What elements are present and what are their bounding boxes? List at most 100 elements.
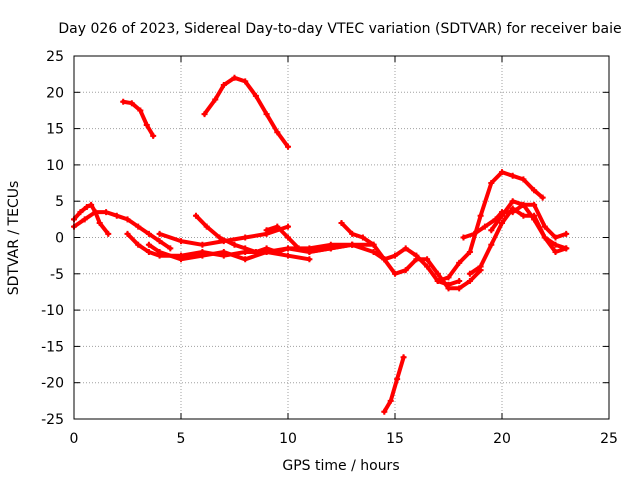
data-point bbox=[394, 376, 401, 383]
data-point bbox=[370, 241, 377, 248]
y-tick-label: 15 bbox=[46, 122, 64, 138]
data-point bbox=[445, 285, 452, 292]
data-point bbox=[445, 274, 452, 281]
data-point bbox=[199, 252, 206, 259]
data-point bbox=[477, 263, 484, 270]
data-point bbox=[92, 209, 99, 216]
data-point bbox=[150, 132, 157, 139]
data-point bbox=[242, 256, 249, 263]
series-line-arc-9 bbox=[264, 224, 462, 287]
series-line-arc-7 bbox=[202, 75, 290, 149]
data-point bbox=[488, 227, 495, 234]
data-point bbox=[263, 227, 270, 234]
data-point bbox=[295, 245, 302, 252]
data-point bbox=[552, 241, 559, 248]
data-point bbox=[285, 143, 291, 150]
x-tick-label: 10 bbox=[279, 431, 297, 447]
y-tick-label: -25 bbox=[41, 412, 64, 428]
data-point bbox=[274, 129, 281, 136]
data-point bbox=[413, 256, 420, 263]
data-point bbox=[274, 223, 281, 230]
data-point bbox=[563, 245, 570, 252]
series-line-arc-12 bbox=[435, 170, 545, 284]
data-point bbox=[263, 245, 270, 252]
x-tick-label: 20 bbox=[493, 431, 511, 447]
data-point bbox=[263, 111, 270, 118]
series-line-arc-1 bbox=[72, 202, 111, 236]
data-point bbox=[434, 270, 441, 277]
data-point bbox=[285, 252, 291, 259]
data-point bbox=[392, 270, 398, 277]
data-point bbox=[242, 234, 249, 241]
data-point bbox=[285, 234, 291, 241]
data-point bbox=[477, 212, 484, 219]
data-point bbox=[216, 234, 223, 241]
y-tick-label: -10 bbox=[41, 303, 64, 319]
data-point bbox=[466, 270, 473, 277]
data-point bbox=[520, 212, 527, 219]
data-point bbox=[531, 216, 538, 223]
data-point bbox=[456, 285, 463, 292]
x-tick-label: 15 bbox=[386, 431, 404, 447]
data-point bbox=[242, 78, 249, 85]
x-tick-label: 5 bbox=[177, 431, 186, 447]
data-point bbox=[481, 223, 488, 230]
data-point bbox=[88, 201, 95, 208]
data-point bbox=[77, 209, 84, 216]
series-line-arc-3 bbox=[121, 99, 156, 138]
data-point bbox=[400, 354, 407, 361]
data-point bbox=[306, 249, 313, 256]
data-point bbox=[212, 96, 219, 103]
data-point bbox=[124, 230, 131, 237]
y-tick-label: 0 bbox=[55, 231, 64, 247]
data-point bbox=[499, 212, 505, 219]
data-point bbox=[359, 234, 366, 241]
data-point bbox=[466, 249, 473, 256]
series-line-arc-11 bbox=[382, 355, 406, 414]
data-point bbox=[402, 267, 409, 274]
data-point bbox=[509, 198, 516, 205]
data-point bbox=[306, 256, 313, 263]
data-point bbox=[285, 223, 291, 230]
data-point bbox=[81, 216, 88, 223]
data-point bbox=[563, 230, 570, 237]
data-point bbox=[143, 121, 150, 128]
data-point bbox=[220, 82, 227, 89]
data-point bbox=[135, 223, 142, 230]
data-point bbox=[520, 176, 527, 183]
data-point bbox=[509, 205, 516, 212]
data-point bbox=[145, 249, 152, 256]
data-point bbox=[178, 238, 184, 245]
data-point bbox=[203, 223, 210, 230]
data-point bbox=[541, 234, 548, 241]
data-point bbox=[242, 245, 249, 252]
data-point bbox=[103, 209, 110, 216]
data-point bbox=[135, 241, 142, 248]
y-axis-label: SDTVAR / TECUs bbox=[6, 181, 22, 296]
data-point bbox=[466, 278, 473, 285]
data-point bbox=[327, 245, 334, 252]
data-point bbox=[120, 98, 127, 105]
data-point bbox=[392, 252, 398, 259]
data-point bbox=[285, 245, 291, 252]
data-point bbox=[349, 241, 356, 248]
data-point bbox=[145, 230, 152, 237]
data-point bbox=[387, 397, 394, 404]
data-point bbox=[252, 92, 259, 99]
data-point bbox=[201, 111, 208, 118]
data-point bbox=[552, 234, 559, 241]
x-tick-label: 0 bbox=[70, 431, 79, 447]
data-point bbox=[113, 212, 120, 219]
data-point bbox=[539, 194, 546, 201]
data-point bbox=[137, 107, 144, 114]
data-point bbox=[424, 263, 431, 270]
series-line-arc-14 bbox=[467, 206, 569, 276]
data-point bbox=[424, 256, 431, 263]
data-point bbox=[499, 219, 505, 226]
data-point bbox=[370, 249, 377, 256]
data-point bbox=[338, 219, 345, 226]
data-point bbox=[178, 256, 184, 263]
data-point bbox=[156, 249, 163, 256]
data-point bbox=[471, 230, 478, 237]
data-point bbox=[231, 74, 238, 81]
